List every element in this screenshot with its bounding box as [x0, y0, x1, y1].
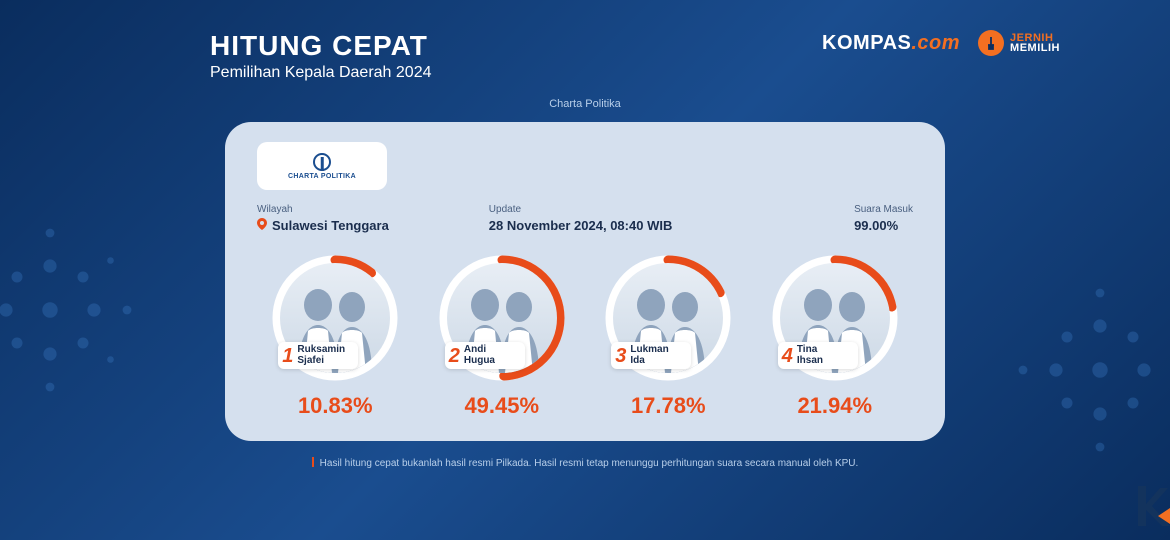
charta-politika-logo: CHARTA POLITIKA — [257, 142, 387, 190]
candidate-name-tag: 3 LukmanIda — [611, 342, 691, 369]
candidate-name-tag: 1 RuksaminSjafei — [278, 342, 358, 369]
decorative-dots-right — [990, 260, 1170, 480]
page-title: HITUNG CEPAT — [210, 30, 431, 62]
candidate-3: 3 LukmanIda 17.78% — [590, 253, 747, 419]
candidate-names: LukmanIda — [630, 345, 668, 366]
votes-in-label: Suara Masuk — [854, 204, 913, 215]
org-name: CHARTA POLITIKA — [288, 173, 356, 180]
candidate-number: 3 — [615, 346, 626, 366]
result-card: CHARTA POLITIKA Wilayah Sulawesi Tenggar… — [225, 122, 945, 441]
candidate-ring: 1 RuksaminSjafei — [270, 253, 400, 383]
charta-mark-icon — [313, 153, 331, 171]
jernih-line2: MEMILIH — [1010, 43, 1060, 53]
update-value: 28 November 2024, 08:40 WIB — [489, 218, 673, 233]
votes-in-value: 99.00% — [854, 218, 913, 233]
candidates-row: 1 RuksaminSjafei 10.83% 2 AndiHugua 49.4… — [257, 253, 913, 419]
header: HITUNG CEPAT Pemilihan Kepala Daerah 202… — [0, 0, 1170, 92]
candidate-ring: 4 TinaIhsan — [770, 253, 900, 383]
candidate-percent: 21.94% — [797, 393, 872, 419]
region-value: Sulawesi Tenggara — [272, 218, 389, 233]
candidate-name-tag: 2 AndiHugua — [445, 342, 525, 369]
brand-suffix: .com — [911, 32, 960, 54]
candidate-ring: 2 AndiHugua — [437, 253, 567, 383]
source-label: Charta Politika — [0, 98, 1170, 110]
candidate-names: TinaIhsan — [797, 345, 823, 366]
candidate-percent: 17.78% — [631, 393, 706, 419]
jernih-memilih-logo: JERNIH MEMILIH — [978, 30, 1060, 56]
candidate-number: 1 — [282, 346, 293, 366]
candidate-1: 1 RuksaminSjafei 10.83% — [257, 253, 414, 419]
kompas-logo: KOMPAS.com — [822, 32, 960, 55]
decorative-dots-left — [0, 200, 160, 420]
update-label: Update — [489, 204, 673, 215]
candidate-4: 4 TinaIhsan 21.94% — [757, 253, 914, 419]
location-pin-icon — [257, 218, 267, 233]
candidate-number: 4 — [782, 346, 793, 366]
disclaimer-text: Hasil hitung cepat bukanlah hasil resmi … — [0, 457, 1170, 469]
candidate-number: 2 — [449, 346, 460, 366]
candidate-names: AndiHugua — [464, 345, 495, 366]
corner-k-icon — [1132, 484, 1170, 528]
region-label: Wilayah — [257, 204, 389, 215]
candidate-2: 2 AndiHugua 49.45% — [424, 253, 581, 419]
candidate-percent: 49.45% — [464, 393, 539, 419]
candidate-percent: 10.83% — [298, 393, 373, 419]
page-subtitle: Pemilihan Kepala Daerah 2024 — [210, 64, 431, 82]
meta-row: Wilayah Sulawesi Tenggara Update 28 Nove… — [257, 204, 913, 233]
brand-main: KOMPAS — [822, 32, 911, 54]
candidate-names: RuksaminSjafei — [297, 345, 345, 366]
candidate-name-tag: 4 TinaIhsan — [778, 342, 858, 369]
candidate-ring: 3 LukmanIda — [603, 253, 733, 383]
jernih-badge-icon — [978, 30, 1004, 56]
